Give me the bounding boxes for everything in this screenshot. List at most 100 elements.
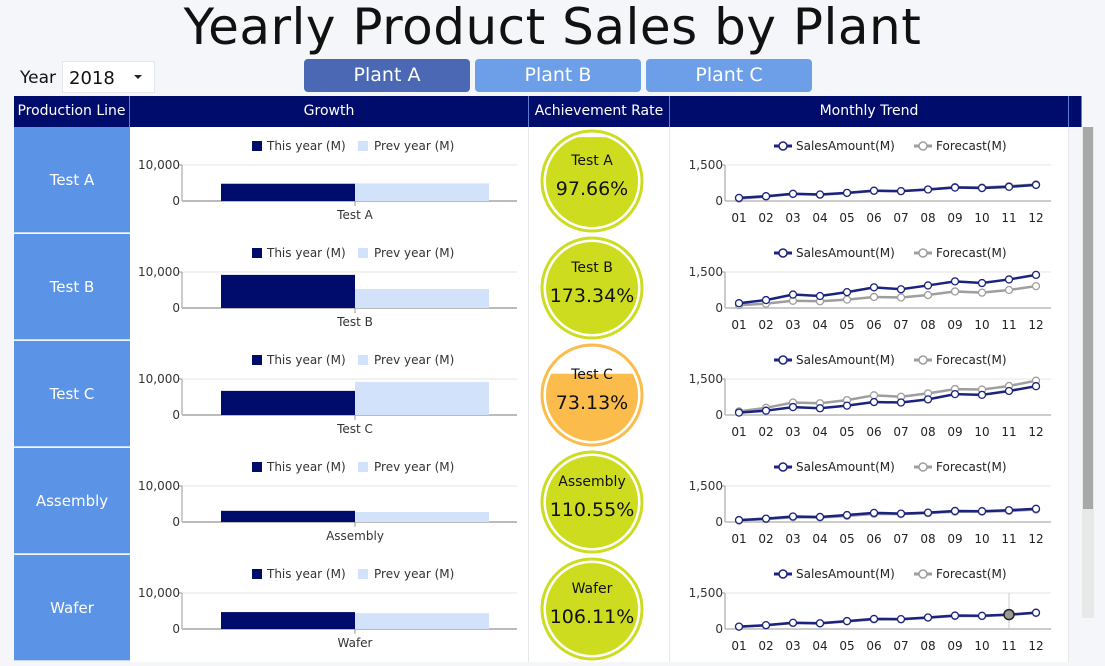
x-category-label: Test C: [336, 422, 373, 436]
scrollbar[interactable]: [1082, 127, 1094, 618]
trend-cell: SalesAmount(M) Forecast(M) 1,500 0 01 02 03 04 0…: [670, 448, 1069, 555]
trend-chart: SalesAmount(M) Forecast(M) 1,500 0 01 02 03 04 0…: [689, 353, 1051, 439]
bar-prev-year: [355, 288, 489, 308]
sales-point: [869, 397, 879, 407]
x-month-label: 06: [866, 318, 881, 332]
x-month-label: 12: [1028, 211, 1043, 225]
x-month-label: 01: [731, 211, 746, 225]
achievement-gauge: Test C 73.13%: [540, 343, 644, 447]
tab-plant-a[interactable]: Plant A: [304, 59, 470, 92]
growth-cell: This year (M) Prev year (M) 10,000 0 Test A: [130, 127, 529, 234]
x-category-label: Test A: [336, 208, 373, 222]
bar-this-year: [221, 274, 355, 308]
sales-point: [842, 616, 852, 626]
tab-plant-b[interactable]: Plant B: [475, 59, 641, 92]
legend-marker-forecast: [918, 355, 928, 365]
achievement-gauge: Test A 97.66%: [540, 129, 644, 233]
gauge-ring: [540, 450, 644, 554]
achievement-rate-value: 173.34%: [550, 285, 635, 307]
forecast-point: [923, 290, 933, 300]
x-month-label: 09: [947, 318, 962, 332]
production-line-name: Test B: [14, 234, 130, 340]
legend-sales: SalesAmount(M): [796, 139, 895, 153]
achievement-rate-value: 106.11%: [550, 606, 635, 628]
gauge-label: Wafer: [572, 581, 613, 597]
bar-prev-year: [355, 613, 489, 629]
production-line-name: Wafer: [14, 555, 130, 661]
forecast-point: [977, 288, 987, 297]
y-tick-label: 10,000: [138, 372, 180, 386]
bar-prev-year: [355, 183, 489, 201]
sales-point: [950, 611, 960, 620]
bar-this-year: [221, 183, 355, 201]
legend-sales: SalesAmount(M): [796, 460, 895, 474]
tab-plant-c[interactable]: Plant C: [646, 59, 812, 92]
sales-point: [923, 185, 933, 194]
y-tick-label: 1,500: [689, 372, 723, 386]
legend-this-year: This year (M): [266, 139, 346, 153]
sales-point: [815, 512, 825, 522]
y-tick-label: 10,000: [138, 586, 180, 600]
gauge-ring: [540, 343, 644, 447]
x-month-label: 03: [785, 532, 800, 546]
sales-line: [738, 611, 1037, 628]
legend-marker-sales: [778, 569, 788, 579]
x-month-label: 02: [758, 639, 773, 653]
trend-cell: SalesAmount(M) Forecast(M) 1,500 0 01 02 03 04 0…: [670, 234, 1069, 341]
production-line-name: Test A: [14, 127, 130, 233]
sales-point: [923, 508, 933, 517]
x-month-label: 01: [731, 425, 746, 439]
production-line-name: Assembly: [14, 448, 130, 554]
trend-chart: SalesAmount(M) Forecast(M) 1,500 0 01 02 03 04 0…: [689, 139, 1051, 225]
sales-point: [815, 190, 825, 199]
hover-point: [1003, 608, 1015, 621]
sales-point: [1031, 382, 1041, 391]
legend-swatch-this-year: [252, 355, 262, 365]
x-month-label: 10: [974, 639, 989, 653]
sales-point: [815, 619, 825, 628]
sales-line: [738, 384, 1037, 414]
legend-prev-year: Prev year (M): [374, 139, 454, 153]
x-month-label: 08: [920, 318, 935, 332]
scrollbar-thumb[interactable]: [1083, 127, 1093, 509]
legend-forecast: Forecast(M): [936, 139, 1007, 153]
x-month-label: 12: [1028, 318, 1043, 332]
year-select[interactable]: 2018: [62, 61, 155, 93]
sales-line: [738, 273, 1037, 305]
sales-point: [950, 506, 960, 516]
achievement-gauge: Wafer 106.11%: [540, 557, 644, 661]
trend-cell: SalesAmount(M) Forecast(M) 1,500 0 01 02 03 04 0…: [670, 555, 1069, 662]
sales-point: [734, 622, 744, 631]
x-month-label: 04: [812, 211, 827, 225]
sales-point: [869, 186, 879, 195]
sales-point: [1031, 504, 1041, 513]
x-category-label: Assembly: [326, 529, 384, 543]
header-monthly-trend: Monthly Trend: [670, 96, 1069, 127]
sales-point: [1031, 180, 1041, 190]
y-tick-label: 1,500: [689, 586, 723, 600]
sales-point: [815, 291, 825, 301]
x-month-label: 08: [920, 639, 935, 653]
page-title: Yearly Product Sales by Plant: [183, 0, 922, 56]
legend-forecast: Forecast(M): [936, 460, 1007, 474]
sales-point: [1004, 506, 1014, 515]
y-tick-label: 0: [715, 301, 723, 315]
legend-marker-sales: [778, 248, 788, 258]
legend-marker-sales: [778, 462, 788, 472]
sales-point: [734, 408, 744, 417]
legend-sales: SalesAmount(M): [796, 567, 895, 581]
x-month-label: 04: [812, 425, 827, 439]
x-month-label: 03: [785, 318, 800, 332]
sales-point: [815, 404, 825, 413]
bar-prev-year: [355, 381, 489, 415]
sales-point: [761, 621, 771, 630]
legend-prev-year: Prev year (M): [374, 353, 454, 367]
growth-chart: This year (M) Prev year (M) 10,000 0 Test C: [138, 353, 517, 436]
gauge-ring: [540, 129, 644, 233]
y-tick-label: 10,000: [138, 479, 180, 493]
bar-this-year: [221, 510, 355, 522]
x-month-label: 04: [812, 639, 827, 653]
sales-point: [842, 401, 852, 410]
growth-cell: This year (M) Prev year (M) 10,000 0 Wafer: [130, 555, 529, 662]
sales-point: [869, 508, 879, 518]
